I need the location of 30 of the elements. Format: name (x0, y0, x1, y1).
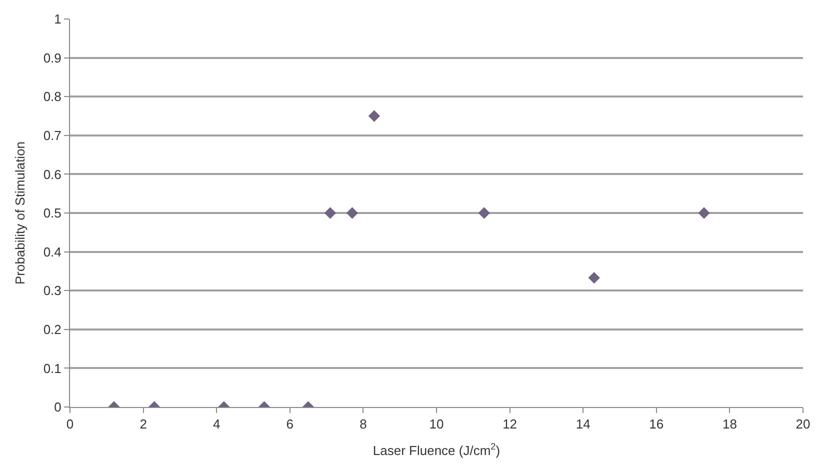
x-tick-label: 16 (649, 416, 664, 432)
x-tick-label: 18 (722, 416, 737, 432)
point (368, 110, 380, 122)
x-tick-label: 14 (576, 416, 590, 432)
y-tick-label: 0 (54, 400, 62, 415)
y-tick-label: 1 (54, 12, 62, 27)
y-tick-label: 0.9 (43, 50, 62, 66)
point (478, 207, 490, 219)
y-tick-label: 0.4 (43, 244, 62, 260)
x-tick-label: 4 (212, 416, 220, 432)
point (588, 272, 600, 284)
y-tick-label: 0.6 (43, 166, 62, 182)
point (324, 207, 336, 219)
x-tick-label: 10 (429, 416, 444, 432)
y-tick-label: 0.8 (43, 89, 62, 104)
x-tick-label: 8 (360, 416, 367, 432)
y-axis-title: Probability of Stimulation (12, 141, 28, 285)
y-tick-label: 0.5 (43, 206, 62, 221)
y-tick-label: 0.3 (43, 283, 62, 298)
x-tick-label: 6 (286, 416, 294, 432)
point (698, 207, 710, 219)
point (346, 207, 358, 219)
x-tick-label: 20 (796, 416, 810, 432)
x-tick-label: 0 (66, 416, 74, 432)
y-tick-label: 0.1 (43, 360, 62, 376)
x-tick-label: 2 (140, 416, 147, 432)
x-tick-label: 12 (502, 416, 518, 432)
y-tick-label: 0.2 (43, 322, 62, 337)
x-axis-title: Laser Fluence (J/cm$^{2}$) (372, 442, 500, 458)
y-tick-label: 0.7 (43, 128, 62, 143)
